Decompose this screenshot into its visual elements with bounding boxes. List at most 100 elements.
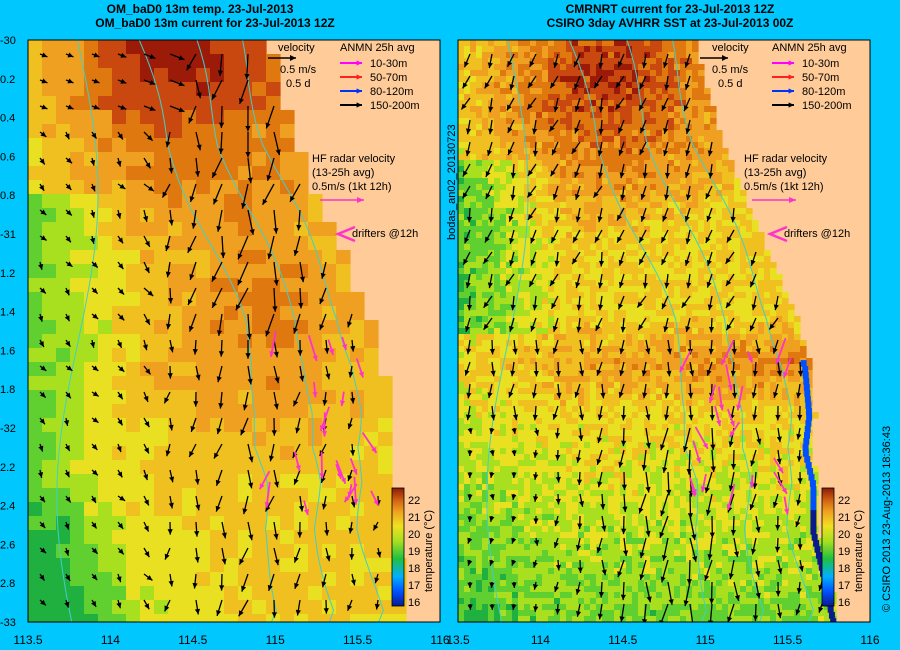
temperature-cell — [500, 352, 507, 359]
temperature-cell — [542, 82, 549, 89]
temperature-cell — [584, 334, 591, 341]
temperature-cell — [746, 310, 753, 317]
temperature-cell — [572, 142, 579, 149]
temperature-cell — [776, 382, 783, 389]
temperature-cell — [620, 418, 627, 425]
temperature-cell — [154, 68, 169, 83]
temperature-cell — [566, 166, 573, 173]
temperature-cell — [336, 376, 351, 391]
temperature-cell — [674, 358, 681, 365]
temperature-cell — [280, 418, 295, 433]
temperature-cell — [168, 446, 183, 461]
right-title-line1: CMRNRT current for 23-Jul-2013 12Z — [566, 2, 775, 16]
current-vector-head — [241, 202, 247, 209]
current-vector-head — [38, 263, 44, 270]
temperature-cell — [578, 304, 585, 311]
temperature-cell — [656, 226, 663, 233]
temperature-cell — [704, 112, 711, 119]
temperature-cell — [500, 178, 507, 185]
temperature-cell — [626, 304, 633, 311]
temperature-cell — [482, 430, 489, 437]
temperature-cell — [238, 614, 253, 622]
temperature-cell — [662, 346, 669, 353]
temperature-cell — [530, 442, 537, 449]
current-vector-head — [187, 246, 193, 253]
temperature-cell — [758, 280, 765, 287]
temperature-cell — [758, 394, 765, 401]
temperature-cell — [476, 184, 483, 191]
temperature-cell — [542, 340, 549, 347]
temperature-cell — [704, 106, 711, 113]
temperature-cell — [364, 516, 379, 531]
bathymetry-contour — [138, 40, 277, 622]
temperature-cell — [698, 226, 705, 233]
temperature-cell — [716, 412, 723, 419]
temperature-cell — [548, 196, 555, 203]
temperature-cell — [572, 94, 579, 101]
temperature-cell — [608, 304, 615, 311]
current-vector-head — [262, 198, 268, 205]
temperature-cell — [572, 178, 579, 185]
temperature-cell — [476, 406, 483, 413]
temperature-cell — [512, 52, 519, 59]
temperature-cell — [482, 280, 489, 287]
temperature-cell — [770, 298, 777, 305]
temperature-cell — [668, 130, 675, 137]
temperature-cell — [536, 400, 543, 407]
current-vector-head — [324, 347, 330, 354]
temperature-cell — [788, 394, 795, 401]
temperature-cell — [494, 160, 501, 167]
temperature-cell — [620, 238, 627, 245]
temperature-cell — [770, 376, 777, 383]
temperature-cell — [548, 430, 555, 437]
temperature-cell — [734, 382, 741, 389]
temperature-cell — [692, 94, 699, 101]
current-vector-head — [117, 393, 123, 400]
temperature-cell — [578, 358, 585, 365]
temperature-cell — [98, 572, 113, 587]
temperature-cell — [470, 52, 477, 59]
temperature-cell — [154, 390, 169, 405]
temperature-cell — [28, 250, 43, 265]
temperature-cell — [674, 154, 681, 161]
temperature-cell — [322, 264, 337, 279]
temperature-cell — [512, 310, 519, 317]
temperature-cell — [154, 348, 169, 363]
temperature-cell — [614, 382, 621, 389]
current-vector-head — [93, 78, 100, 84]
temperature-cell — [476, 112, 483, 119]
temperature-cell — [98, 544, 113, 559]
temperature-cell — [710, 328, 717, 335]
temperature-cell — [506, 124, 513, 131]
temperature-cell — [620, 376, 627, 383]
temperature-cell — [280, 404, 295, 419]
temperature-cell — [364, 404, 379, 419]
temperature-cell — [464, 256, 471, 263]
current-vector-head — [92, 469, 98, 476]
temperature-cell — [680, 196, 687, 203]
temperature-cell — [482, 388, 489, 395]
temperature-cell — [28, 544, 43, 559]
temperature-cell — [476, 436, 483, 443]
temperature-cell — [620, 268, 627, 275]
temperature-cell — [28, 222, 43, 237]
temperature-cell — [336, 600, 351, 615]
temperature-cell — [674, 196, 681, 203]
temperature-cell — [686, 172, 693, 179]
temperature-cell — [602, 352, 609, 359]
temperature-cell — [614, 178, 621, 185]
temperature-cell — [28, 600, 43, 615]
temperature-cell — [650, 244, 657, 251]
temperature-cell — [770, 274, 777, 281]
temperature-cell — [364, 530, 379, 545]
current-vector-head — [145, 368, 151, 375]
temperature-cell — [464, 94, 471, 101]
temperature-cell — [578, 292, 585, 299]
temperature-cell — [596, 352, 603, 359]
temperature-cell — [350, 292, 365, 307]
temperature-cell — [554, 166, 561, 173]
temperature-cell — [614, 358, 621, 365]
temperature-cell — [336, 348, 351, 363]
current-vector-head — [275, 149, 281, 156]
temperature-cell — [140, 558, 155, 573]
